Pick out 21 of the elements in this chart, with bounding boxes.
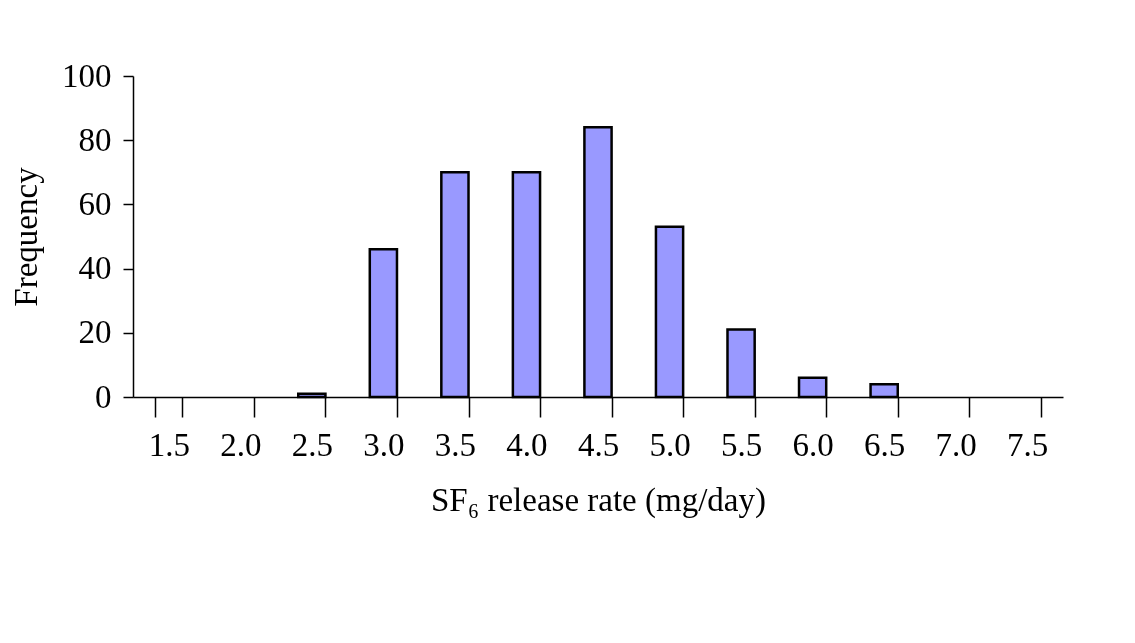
x-tick-label: 2.0 (220, 426, 262, 463)
x-tick-label: 5.5 (720, 426, 763, 463)
x-tick-label: 4.0 (506, 426, 548, 463)
x-tick-label: 3.5 (434, 426, 477, 463)
x-tick-label: 3.0 (363, 426, 405, 463)
y-tick-label: 40 (78, 250, 112, 287)
x-tick-label: 7.5 (1007, 426, 1049, 463)
y-tick-label: 20 (78, 314, 112, 351)
x-tick-label: 7.0 (935, 426, 977, 463)
y-tick-label: 60 (78, 185, 112, 222)
x-tick-label: 1.5 (148, 426, 190, 463)
x-axis-title: SF₆ release rate (mg/day) (431, 481, 766, 519)
y-axis-title: Frequency (8, 166, 44, 307)
y-tick-label: 80 (78, 121, 112, 158)
x-tick-label: 4.5 (577, 426, 620, 463)
y-tick-label: 0 (95, 378, 112, 415)
x-tick-label: 6.5 (864, 426, 906, 463)
x-tick-label: 5.0 (649, 426, 691, 463)
y-tick-label: 100 (62, 57, 112, 94)
x-tick-label: 6.0 (792, 426, 834, 463)
x-tick-label: 2.5 (291, 426, 333, 463)
